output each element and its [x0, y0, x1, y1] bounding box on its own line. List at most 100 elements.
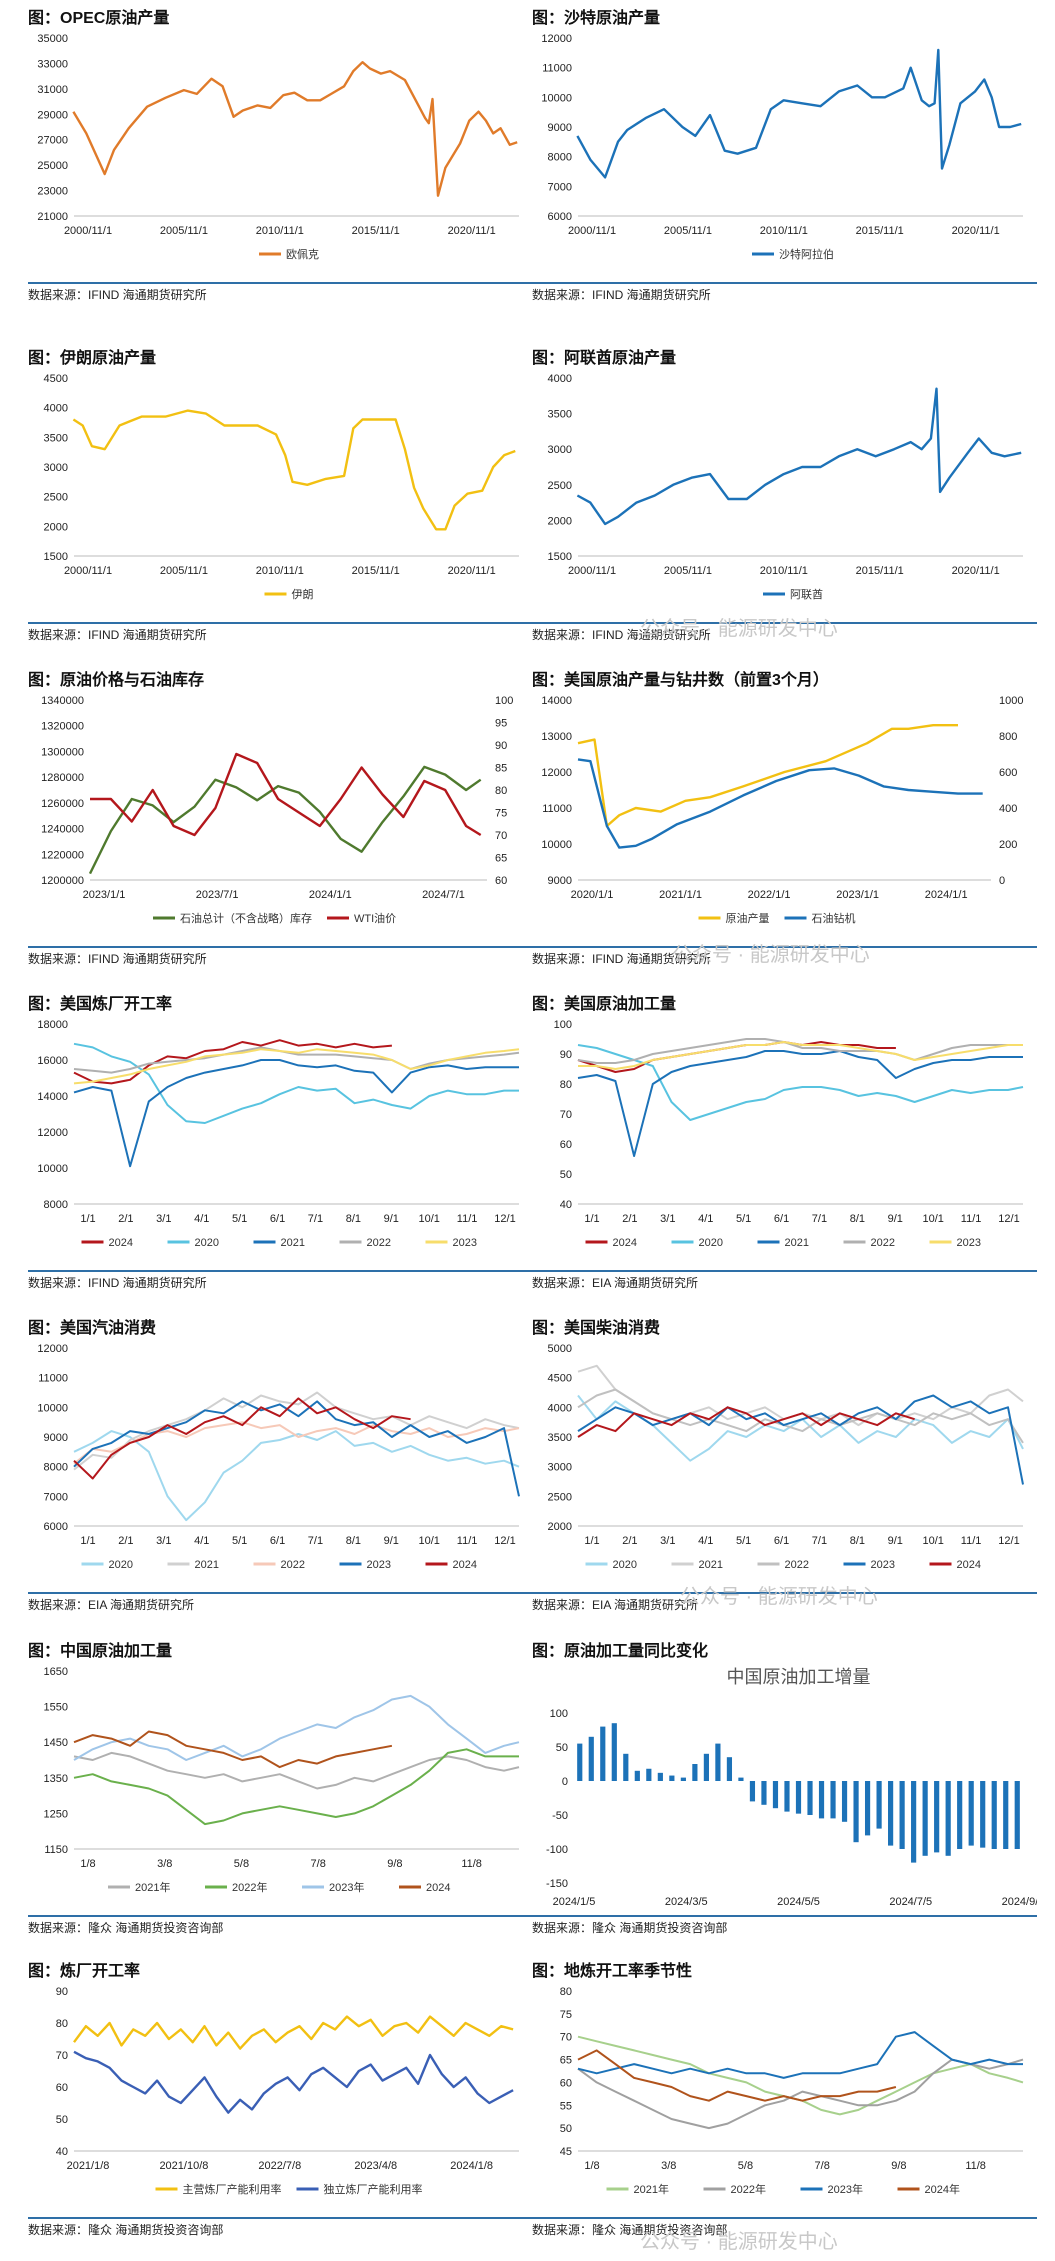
y2-tick-label: 90 — [495, 740, 507, 752]
y-tick-label: 80 — [560, 1079, 572, 1091]
y-tick-label: 4000 — [548, 1402, 572, 1414]
y-tick-label: 1340000 — [41, 695, 84, 707]
bar — [715, 1743, 721, 1781]
y-tick-label: 3000 — [548, 444, 572, 456]
chart-svg: 1340000 1320000 1300000 1280000 1260000 12400… — [41, 695, 513, 925]
x-tick-label: 1/1 — [80, 1213, 95, 1225]
y-tick-label: 1500 — [44, 551, 68, 563]
x-tick-label: 2021/10/8 — [159, 2160, 208, 2172]
legend-label: 2023 — [453, 1237, 477, 1249]
series-line — [73, 1730, 393, 1769]
x-tick-label: 11/8 — [965, 2160, 986, 2172]
x-tick-label: 2/1 — [622, 1535, 637, 1547]
chart-panel: 图：OPEC原油产量 35000 33000 31000 29000 27000 25000… — [28, 4, 538, 322]
panel-title: 图：地炼开工率季节性 — [532, 1963, 693, 1980]
x-tick-label: 2024/1/1 — [309, 889, 352, 901]
divider-rule — [532, 622, 1037, 624]
x-tick-label: 7/1 — [812, 1535, 827, 1547]
y-tick-label: 0 — [562, 1776, 568, 1788]
chart-panel: 图：中国原油加工量 1650 1550 1450 1350 1250 1150 1/8 3/8 5… — [28, 1637, 538, 1955]
x-tick-label: 3/1 — [156, 1535, 171, 1547]
bar — [634, 1770, 640, 1781]
chart-svg: 35000 33000 31000 29000 27000 25000 23000 21000… — [37, 33, 519, 261]
y-tick-label: 70 — [56, 2050, 68, 2062]
y-tick-label: 2500 — [548, 480, 572, 492]
y-tick-label: 1150 — [44, 1844, 68, 1856]
chart-panel: 图：美国炼厂开工率 18000 16000 14000 12000 10000 8000 1/… — [28, 990, 538, 1310]
x-tick-label: 2015/11/1 — [856, 225, 904, 237]
y-tick-label: 55 — [560, 2100, 572, 2112]
divider-rule — [28, 1592, 533, 1594]
y-tick-label: 11000 — [542, 63, 572, 75]
bar — [726, 1757, 733, 1781]
panel-title: 图：美国汽油消费 — [28, 1320, 157, 1337]
bar — [830, 1781, 836, 1819]
divider-rule — [28, 1270, 533, 1272]
series-line — [73, 1059, 519, 1168]
chart-panel: 图：阿联酋原油产量 4000 3500 3000 2500 2000 1500 2000/11… — [532, 344, 1042, 662]
legend-label: 2021 — [699, 1559, 723, 1571]
data-source: 数据来源：EIA 海通期货研究所 — [28, 1598, 195, 1612]
legend-label: 主营炼厂产能利用率 — [183, 2182, 282, 2196]
y-tick-label: 25000 — [37, 160, 68, 172]
y-tick-label: 9000 — [548, 122, 572, 134]
legend-label: 2020 — [109, 1559, 133, 1571]
legend-label: 独立炼厂产能利用率 — [324, 2182, 423, 2196]
series-line — [90, 752, 482, 837]
x-tick-label: 2/1 — [622, 1213, 637, 1225]
series-line — [73, 1048, 520, 1085]
y-tick-label: 2000 — [548, 1521, 572, 1533]
legend-label: 2024 — [109, 1237, 133, 1249]
bar — [888, 1781, 894, 1846]
x-tick-label: 1/1 — [584, 1535, 599, 1547]
bar — [911, 1781, 917, 1863]
x-tick-label: 1/8 — [584, 2160, 599, 2172]
divider-rule — [28, 622, 533, 624]
series-line — [576, 387, 1022, 526]
y2-tick-label: 60 — [495, 875, 507, 887]
y-tick-label: 7000 — [44, 1491, 68, 1503]
data-source: 数据来源：隆众 海通期货投资咨询部 — [532, 2223, 728, 2237]
x-tick-label: 4/1 — [698, 1213, 713, 1225]
legend-label: 原油产量 — [726, 911, 770, 925]
bar — [899, 1781, 905, 1849]
x-tick-label: 2024/5/5 — [777, 1896, 820, 1908]
panel-title: 图：沙特原油产量 — [532, 10, 661, 27]
bar — [818, 1781, 825, 1819]
series-line — [577, 1394, 1024, 1485]
data-source: 数据来源：隆众 海通期货投资咨询部 — [532, 1921, 728, 1935]
y-tick-label: 10000 — [541, 839, 572, 851]
y2-tick-label: 600 — [999, 767, 1017, 779]
x-tick-label: 2020/11/1 — [448, 565, 496, 577]
y-tick-label: 14000 — [37, 1091, 68, 1103]
chart-panel: 图：美国柴油消费 5000 4500 4000 3500 3000 2500 2000 1/1 2… — [532, 1314, 1042, 1632]
x-tick-label: 6/1 — [270, 1535, 285, 1547]
y2-tick-label: 400 — [999, 803, 1017, 815]
chart-svg: 100 90 80 70 60 50 40 1/1 2/1 3/1 4/1 5/1 6/1 7/1 8/1 9… — [554, 1019, 1024, 1249]
panel-title: 图：美国炼厂开工率 — [28, 996, 173, 1013]
divider-rule — [532, 282, 1037, 284]
y-tick-label: 3000 — [44, 462, 68, 474]
x-tick-label: 9/8 — [387, 1858, 402, 1870]
x-tick-label: 8/1 — [850, 1535, 865, 1547]
y-tick-label: 70 — [560, 1109, 572, 1121]
y-tick-label: 1260000 — [41, 798, 84, 810]
bar — [922, 1781, 928, 1856]
divider-rule — [532, 2217, 1037, 2219]
y-tick-label: 50 — [560, 2123, 572, 2135]
y-tick-label: 100 — [550, 1708, 568, 1720]
panel-title: 图：美国原油加工量 — [532, 996, 677, 1013]
y-tick-label: 12000 — [541, 767, 572, 779]
x-tick-label: 11/1 — [961, 1535, 982, 1547]
x-tick-label: 9/1 — [384, 1213, 399, 1225]
series-line — [73, 1421, 520, 1465]
y-tick-label: 9000 — [548, 875, 572, 887]
series-line — [577, 724, 958, 828]
data-source: 数据来源：IFIND 海通期货研究所 — [28, 628, 207, 642]
y-tick-label: 2000 — [548, 515, 572, 527]
x-tick-label: 2005/11/1 — [664, 565, 712, 577]
y-tick-label: 6000 — [44, 1521, 68, 1533]
panel-title: 图：OPEC原油产量 — [28, 10, 170, 27]
data-source: 数据来源：隆众 海通期货投资咨询部 — [28, 1921, 224, 1935]
y-tick-label: 7000 — [548, 181, 572, 193]
